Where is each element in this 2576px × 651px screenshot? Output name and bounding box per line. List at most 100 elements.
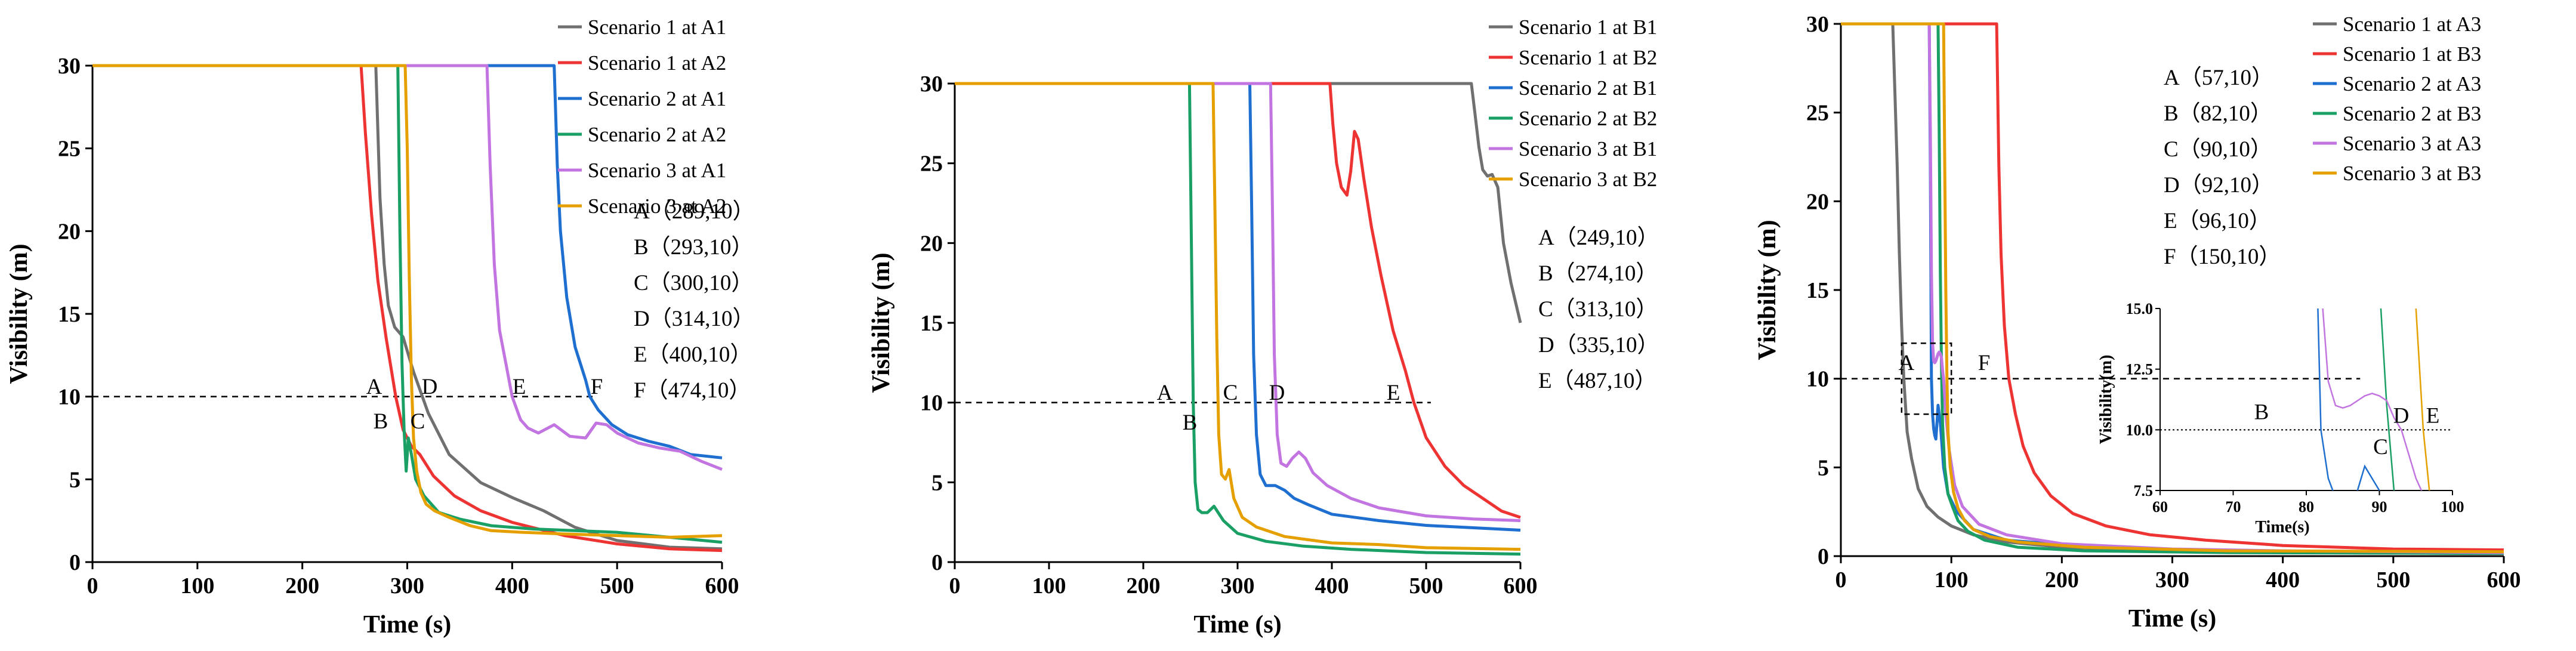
point-marker-letter: B xyxy=(1183,411,1198,435)
x-tick-label: 500 xyxy=(1409,573,1443,598)
legend-label: Scenario 1 at A3 xyxy=(2343,13,2481,36)
y-tick-label: 25 xyxy=(920,152,943,177)
x-tick-label: 600 xyxy=(705,573,739,598)
crossing-point-label: F（150,10） xyxy=(2164,245,2281,269)
y-tick-label: 30 xyxy=(1806,12,1829,37)
y-tick-label: 25 xyxy=(1806,101,1829,126)
x-tick-label: 200 xyxy=(285,573,319,598)
point-marker-letter: D xyxy=(422,375,438,399)
crossing-point-label: A（249,10） xyxy=(1538,226,1659,250)
series-line xyxy=(1841,22,2504,552)
y-tick-label: 20 xyxy=(1806,189,1829,214)
x-tick-label: 600 xyxy=(2487,567,2521,593)
crossing-point-label: D（92,10） xyxy=(2164,173,2273,198)
y-tick-label: 20 xyxy=(920,231,943,256)
crossing-point-label: F（474,10） xyxy=(634,378,751,403)
y-tick-label: 10 xyxy=(1806,367,1829,392)
y-tick-label: 5 xyxy=(1818,455,1829,480)
point-marker-letter: C xyxy=(411,409,425,434)
x-tick-label: 100 xyxy=(180,573,214,598)
y-tick-label: 25 xyxy=(58,137,81,162)
x-tick-label: 200 xyxy=(1127,573,1161,598)
point-marker-letter: E xyxy=(1387,381,1400,405)
y-tick-label: 5 xyxy=(931,470,943,495)
crossing-point-label: E（487,10） xyxy=(1538,369,1656,393)
inset-y-tick-label: 7.5 xyxy=(2134,482,2154,499)
legend-label: Scenario 3 at B1 xyxy=(1519,137,1657,161)
legend-label: Scenario 3 at A3 xyxy=(2343,132,2481,155)
x-tick-label: 0 xyxy=(1835,567,1847,593)
legend-label: Scenario 3 at B3 xyxy=(2343,162,2481,185)
x-tick-label: 400 xyxy=(2266,567,2300,593)
legend-label: Scenario 2 at A3 xyxy=(2343,72,2481,95)
x-tick-label: 200 xyxy=(2045,567,2079,593)
y-axis-title: Visibility (m) xyxy=(868,252,895,393)
series-line xyxy=(92,64,723,471)
point-marker-letter: F xyxy=(1978,351,1991,375)
legend-label: Scenario 2 at B1 xyxy=(1519,76,1657,100)
point-marker-letter: A xyxy=(366,375,382,399)
inset-x-tick-label: 60 xyxy=(2152,498,2168,516)
legend-label: Scenario 1 at A2 xyxy=(588,51,726,75)
x-tick-label: 300 xyxy=(1221,573,1255,598)
point-marker-letter: A xyxy=(1157,381,1173,405)
crossing-point-label: D（314,10） xyxy=(634,307,754,331)
inset-x-tick-label: 90 xyxy=(2372,498,2387,516)
x-tick-label: 400 xyxy=(495,573,529,598)
x-tick-label: 600 xyxy=(1504,573,1538,598)
inset-y-axis-title: Visibility(m) xyxy=(2097,355,2115,445)
chart-3: 0 100 200 300 400 500 600 0 5 10 15 20 25 30 Time (s) V… xyxy=(1754,12,2521,633)
x-tick-label: 400 xyxy=(1315,573,1349,598)
legend-label: Scenario 3 at A1 xyxy=(588,159,726,182)
point-marker-letter: F xyxy=(591,375,603,399)
crossing-point-label: A（57,10） xyxy=(2164,66,2273,90)
crossing-point-label: D（335,10） xyxy=(1538,333,1659,357)
series-line xyxy=(92,64,723,459)
legend-label: Scenario 2 at A2 xyxy=(588,123,726,146)
series-line xyxy=(955,82,1522,323)
inset-y-tick-label: 12.5 xyxy=(2126,361,2154,378)
zoom-box xyxy=(1901,342,1952,415)
y-tick-label: 10 xyxy=(920,391,943,416)
chart-2: 0 100 200 300 400 500 600 0 5 10 15 20 25 30 Time (s) V… xyxy=(868,16,1659,638)
series-line xyxy=(955,82,1521,532)
legend-label: Scenario 1 at B2 xyxy=(1519,46,1657,69)
series-line xyxy=(92,64,723,544)
y-tick-label: 5 xyxy=(69,467,81,492)
inset-x-axis-title: Time(s) xyxy=(2255,518,2309,536)
inset-chart: 60 70 80 90 100 7.5 10.0 12.5 15.0 Time(s) Visibil… xyxy=(2097,300,2464,536)
x-tick-label: 0 xyxy=(949,573,961,598)
crossing-point-label: C（313,10） xyxy=(1538,297,1658,322)
series-line xyxy=(955,82,1521,519)
legend-label: Scenario 3 at B2 xyxy=(1519,168,1657,191)
y-tick-label: 0 xyxy=(931,550,943,575)
point-marker-letter: D xyxy=(1269,381,1285,405)
crossing-point-label: C（90,10） xyxy=(2164,137,2272,162)
x-tick-label: 100 xyxy=(1935,567,1969,593)
legend-label: Scenario 2 at B3 xyxy=(2343,102,2481,125)
inset-series-group xyxy=(2317,308,2430,490)
legend-label: Scenario 1 at B3 xyxy=(2343,42,2481,66)
y-tick-label: 30 xyxy=(920,72,943,97)
y-axis-title: Visibility (m) xyxy=(1754,220,1781,360)
x-tick-label: 100 xyxy=(1032,573,1066,598)
series-line xyxy=(1841,22,2504,554)
crossing-point-label: B（274,10） xyxy=(1538,261,1658,286)
inset-point-marker-letter: B xyxy=(2254,400,2269,424)
series-line xyxy=(955,82,1521,556)
series-line xyxy=(955,82,1521,522)
y-tick-label: 20 xyxy=(58,219,81,244)
crossing-point-label: E（96,10） xyxy=(2164,209,2271,233)
y-tick-label: 15 xyxy=(1806,278,1829,303)
series-line xyxy=(1841,22,2504,555)
x-tick-label: 500 xyxy=(600,573,634,598)
point-marker-letter: B xyxy=(374,409,388,434)
y-axis-title: Visibility (m) xyxy=(5,243,33,384)
x-tick-label: 500 xyxy=(2376,567,2410,593)
crossing-point-label: C（300,10） xyxy=(634,271,753,295)
point-marker-letter: C xyxy=(1223,381,1238,405)
legend-label: Scenario 2 at A1 xyxy=(588,87,726,110)
x-axis-title: Time (s) xyxy=(363,611,451,638)
x-tick-label: 0 xyxy=(87,573,98,598)
